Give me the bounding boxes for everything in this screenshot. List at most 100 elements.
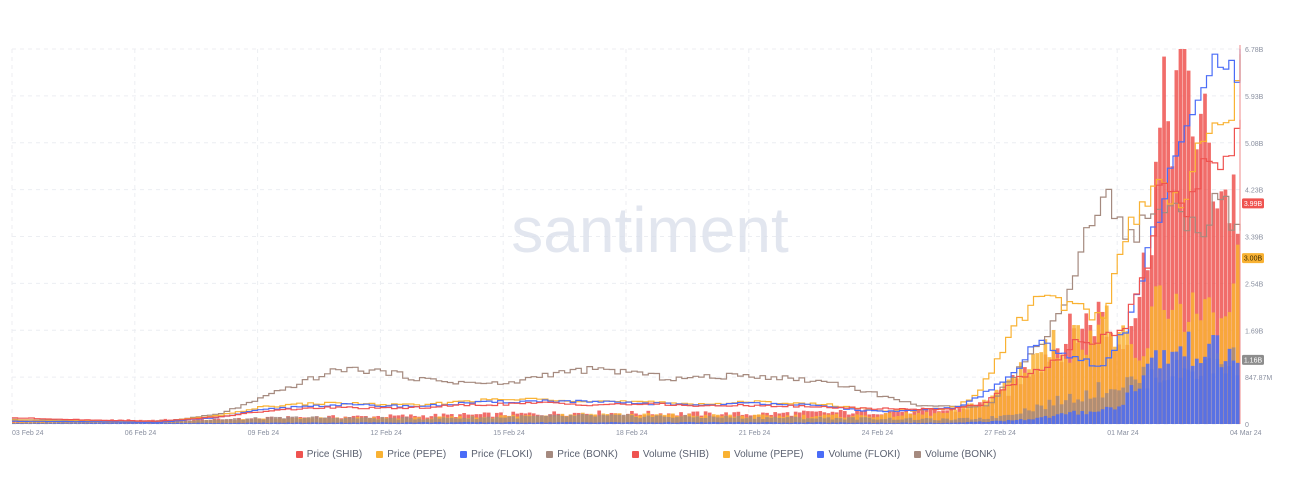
volume-shib-bar	[1203, 93, 1207, 425]
volume-bonk-bar	[826, 417, 831, 424]
volume-pepe-bar	[1006, 379, 1011, 424]
volume-bonk-bar	[490, 418, 495, 424]
volume-floki-bar	[48, 423, 53, 424]
volume-floki-bar	[93, 423, 98, 424]
volume-floki-bar	[527, 422, 532, 424]
volume-floki-bar	[359, 422, 364, 424]
legend-label: Price (SHIB)	[306, 449, 363, 460]
volume-floki-bar	[474, 422, 479, 424]
legend-label: Volume (FLOKI)	[828, 449, 901, 460]
volume-bonk-bar	[257, 418, 262, 424]
volume-bonk-bar	[728, 417, 733, 424]
volume-floki-bar	[1154, 350, 1158, 424]
volume-bonk-bar	[711, 416, 716, 424]
volume-bonk-bar	[273, 416, 278, 424]
volume-floki-bar	[1063, 414, 1068, 424]
legend-item[interactable]: Volume (FLOKI)	[817, 449, 900, 460]
volume-floki-bar	[785, 422, 790, 424]
volume-bonk-bar	[552, 414, 557, 424]
volume-bonk-bar	[376, 419, 380, 424]
volume-floki-bar	[163, 423, 168, 424]
volume-bonk-bar	[474, 419, 479, 424]
volume-bonk-bar	[716, 417, 720, 424]
volume-floki-bar	[1215, 335, 1220, 424]
volume-pepe-bar	[953, 409, 958, 424]
x-tick-label: 12 Feb 24	[370, 430, 402, 437]
x-tick-label: 24 Feb 24	[862, 430, 894, 437]
volume-bonk-bar	[613, 414, 618, 424]
volume-floki-bar	[1109, 407, 1113, 424]
legend-item[interactable]: Price (SHIB)	[295, 449, 363, 460]
volume-floki-bar	[1158, 368, 1162, 424]
volume-floki-bar	[306, 422, 311, 424]
volume-floki-bar	[761, 422, 765, 424]
volume-floki-bar	[216, 423, 221, 424]
volume-floki-bar	[204, 422, 209, 424]
volume-bonk-bar	[1023, 408, 1027, 424]
volume-bonk-bar	[40, 422, 45, 424]
volume-bonk-bar	[564, 416, 569, 424]
volume-bonk-bar	[167, 420, 172, 424]
volume-floki-bar	[937, 422, 941, 424]
volume-floki-bar	[449, 422, 454, 424]
volume-bonk-bar	[396, 419, 401, 424]
volume-bonk-bar	[703, 417, 708, 424]
volume-bonk-bar	[1084, 390, 1089, 424]
legend-item[interactable]: Volume (PEPE)	[722, 449, 803, 460]
legend-item[interactable]: Volume (SHIB)	[631, 449, 709, 460]
volume-floki-bar	[814, 422, 818, 424]
volume-floki-bar	[425, 422, 430, 424]
legend-item[interactable]: Price (BONK)	[546, 449, 618, 460]
volume-bonk-bar	[1002, 415, 1007, 424]
volume-bonk-bar	[965, 417, 970, 424]
volume-bonk-bar	[507, 416, 511, 424]
volume-bonk-bar	[630, 415, 634, 424]
legend-item[interactable]: Volume (BONK)	[914, 449, 996, 460]
volume-floki-bar	[1219, 367, 1224, 424]
volume-floki-bar	[978, 421, 982, 424]
volume-floki-bar	[57, 423, 61, 424]
volume-floki-bar	[957, 422, 962, 424]
volume-bonk-bar	[720, 417, 724, 424]
volume-floki-bar	[851, 422, 855, 424]
volume-pepe-bar	[1104, 305, 1109, 424]
volume-floki-bar	[1096, 411, 1101, 424]
volume-floki-bar	[368, 422, 372, 424]
volume-floki-bar	[278, 422, 282, 424]
volume-floki-bar	[650, 422, 655, 424]
volume-bonk-bar	[183, 420, 188, 424]
volume-pepe-bar	[1051, 330, 1056, 424]
volume-floki-bar	[142, 422, 147, 424]
volume-bonk-bar	[261, 419, 266, 424]
volume-floki-bar	[499, 422, 503, 424]
volume-floki-bar	[601, 422, 606, 424]
volume-bonk-bar	[77, 421, 82, 424]
volume-floki-bar	[466, 421, 471, 424]
volume-floki-bar	[167, 422, 172, 424]
volume-bonk-bar	[433, 417, 438, 424]
volume-floki-bar	[1010, 420, 1015, 424]
volume-floki-bar	[1002, 421, 1007, 424]
volume-bonk-bar	[609, 414, 614, 424]
volume-floki-bar	[556, 422, 561, 424]
volume-floki-bar	[609, 422, 614, 424]
volume-floki-bar	[319, 422, 323, 424]
volume-bonk-bar	[372, 418, 376, 424]
volume-floki-bar	[990, 421, 994, 424]
volume-bonk-bar	[24, 422, 28, 424]
volume-floki-bar	[1031, 419, 1035, 424]
volume-bonk-bar	[855, 419, 859, 424]
volume-floki-bar	[130, 423, 135, 424]
legend-item[interactable]: Price (PEPE)	[376, 449, 446, 460]
volume-pepe-bar	[1002, 381, 1007, 424]
volume-floki-bar	[1211, 335, 1216, 424]
volume-bonk-bar	[69, 422, 73, 424]
volume-floki-bar	[89, 423, 94, 424]
volume-floki-bar	[245, 422, 250, 424]
volume-bonk-bar	[920, 418, 925, 424]
volume-shib-bar	[421, 415, 426, 424]
volume-pepe-bar	[945, 412, 949, 424]
volume-floki-bar	[945, 422, 949, 424]
legend-item[interactable]: Price (FLOKI)	[460, 449, 532, 460]
y-tick-label: 0	[1245, 422, 1249, 429]
